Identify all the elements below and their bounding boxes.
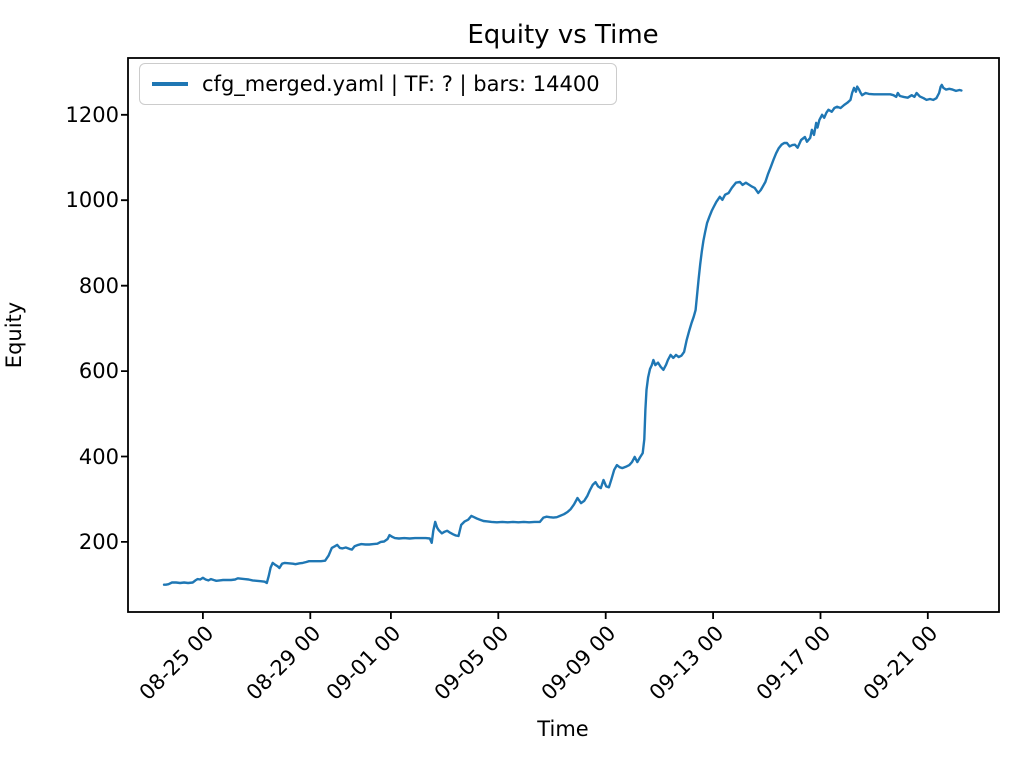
y-tick-label: 1000 <box>65 188 119 213</box>
legend-line-sample-icon <box>152 82 188 86</box>
legend-label: cfg_merged.yaml | TF: ? | bars: 14400 <box>202 72 600 96</box>
plot-border <box>127 57 1000 613</box>
y-tick-label: 200 <box>78 529 119 554</box>
chart-title: Equity vs Time <box>467 20 659 50</box>
y-tick-label: 1200 <box>65 102 119 127</box>
y-tick-label: 600 <box>78 359 119 384</box>
y-tick-label: 800 <box>78 273 119 298</box>
legend: cfg_merged.yaml | TF: ? | bars: 14400 <box>139 63 617 105</box>
equity-line <box>162 83 963 586</box>
tick-marks <box>121 113 929 619</box>
axis-tick-mark <box>121 113 929 619</box>
x-axis-label: Time <box>537 717 589 741</box>
y-tick-label: 400 <box>78 444 119 469</box>
y-axis-label: Equity <box>2 301 26 369</box>
